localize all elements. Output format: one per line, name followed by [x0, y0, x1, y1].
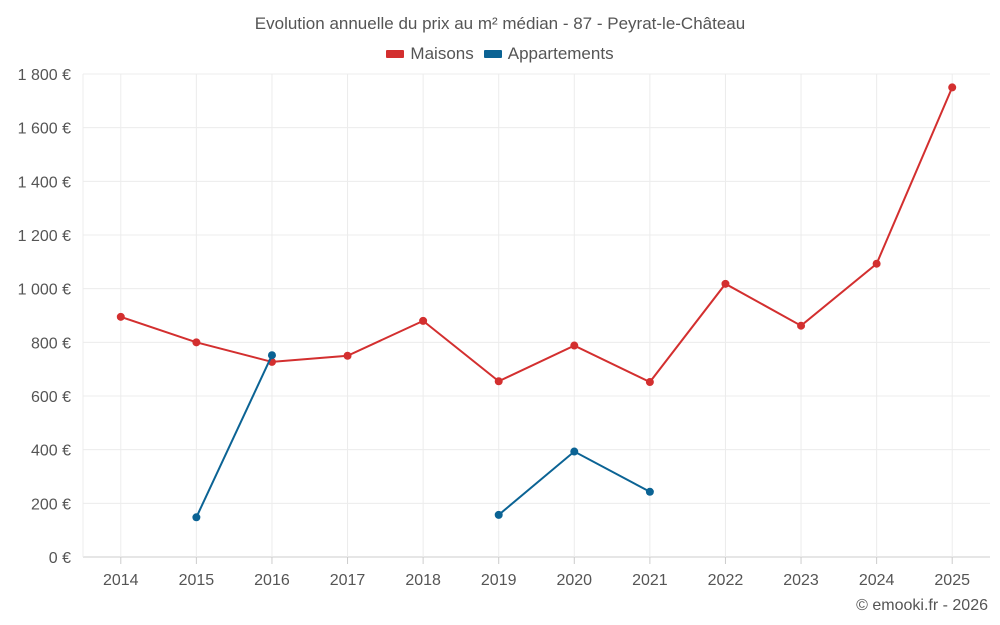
y-tick-label: 800 €: [31, 335, 71, 352]
legend-label-maisons: Maisons: [410, 44, 474, 63]
credit-text: © emooki.fr - 2026: [856, 597, 988, 614]
y-tick-label: 1 000 €: [18, 282, 71, 299]
data-point-maisons-2024: [872, 259, 881, 268]
x-tick-label: 2025: [934, 572, 970, 589]
data-point-appartements-2016: [267, 351, 276, 360]
chart-title: Evolution annuelle du prix au m² médian …: [254, 14, 746, 33]
data-point-maisons-2018: [419, 316, 428, 325]
data-point-appartements-2015: [192, 513, 201, 522]
data-point-maisons-2019: [494, 377, 503, 386]
y-tick-label: 400 €: [31, 443, 71, 460]
x-tick-label: 2021: [632, 572, 668, 589]
legend: Maisons Appartements: [0, 44, 1000, 64]
x-tick-label: 2023: [783, 572, 819, 589]
x-tick-label: 2014: [103, 572, 139, 589]
y-tick-label: 1 600 €: [18, 121, 71, 138]
y-tick-label: 200 €: [31, 496, 71, 513]
data-point-maisons-2015: [192, 338, 201, 347]
x-tick-label: 2018: [405, 572, 441, 589]
data-point-maisons-2025: [948, 83, 957, 92]
data-point-maisons-2014: [116, 312, 125, 321]
series-line-maisons: [120, 87, 954, 384]
legend-item-maisons[interactable]: Maisons: [386, 44, 474, 64]
y-tick-label: 1 400 €: [18, 174, 71, 191]
legend-item-appartements[interactable]: Appartements: [483, 44, 614, 64]
x-tick-label: 2024: [859, 572, 895, 589]
x-tick-label: 2015: [179, 572, 215, 589]
data-point-maisons-2022: [721, 279, 730, 288]
data-point-maisons-2017: [343, 351, 352, 360]
y-tick-label: 1 200 €: [18, 228, 71, 245]
data-point-maisons-2020: [570, 341, 579, 350]
x-tick-label: 2022: [708, 572, 744, 589]
series-line-appartements: [195, 354, 273, 518]
x-tick-label: 2019: [481, 572, 517, 589]
data-point-appartements-2021: [645, 487, 654, 496]
legend-label-appartements: Appartements: [507, 44, 614, 63]
data-point-appartements-2020: [570, 447, 579, 456]
legend-swatch-maisons: [386, 50, 405, 58]
data-point-maisons-2021: [645, 378, 654, 387]
x-tick-label: 2020: [556, 572, 592, 589]
y-tick-label: 1 800 €: [18, 67, 71, 84]
legend-swatch-appartements: [483, 50, 502, 58]
y-tick-label: 0 €: [49, 550, 71, 567]
x-tick-label: 2017: [330, 572, 366, 589]
data-point-appartements-2019: [494, 510, 503, 519]
x-tick-label: 2016: [254, 572, 290, 589]
data-point-maisons-2023: [797, 321, 806, 330]
y-tick-label: 600 €: [31, 389, 71, 406]
